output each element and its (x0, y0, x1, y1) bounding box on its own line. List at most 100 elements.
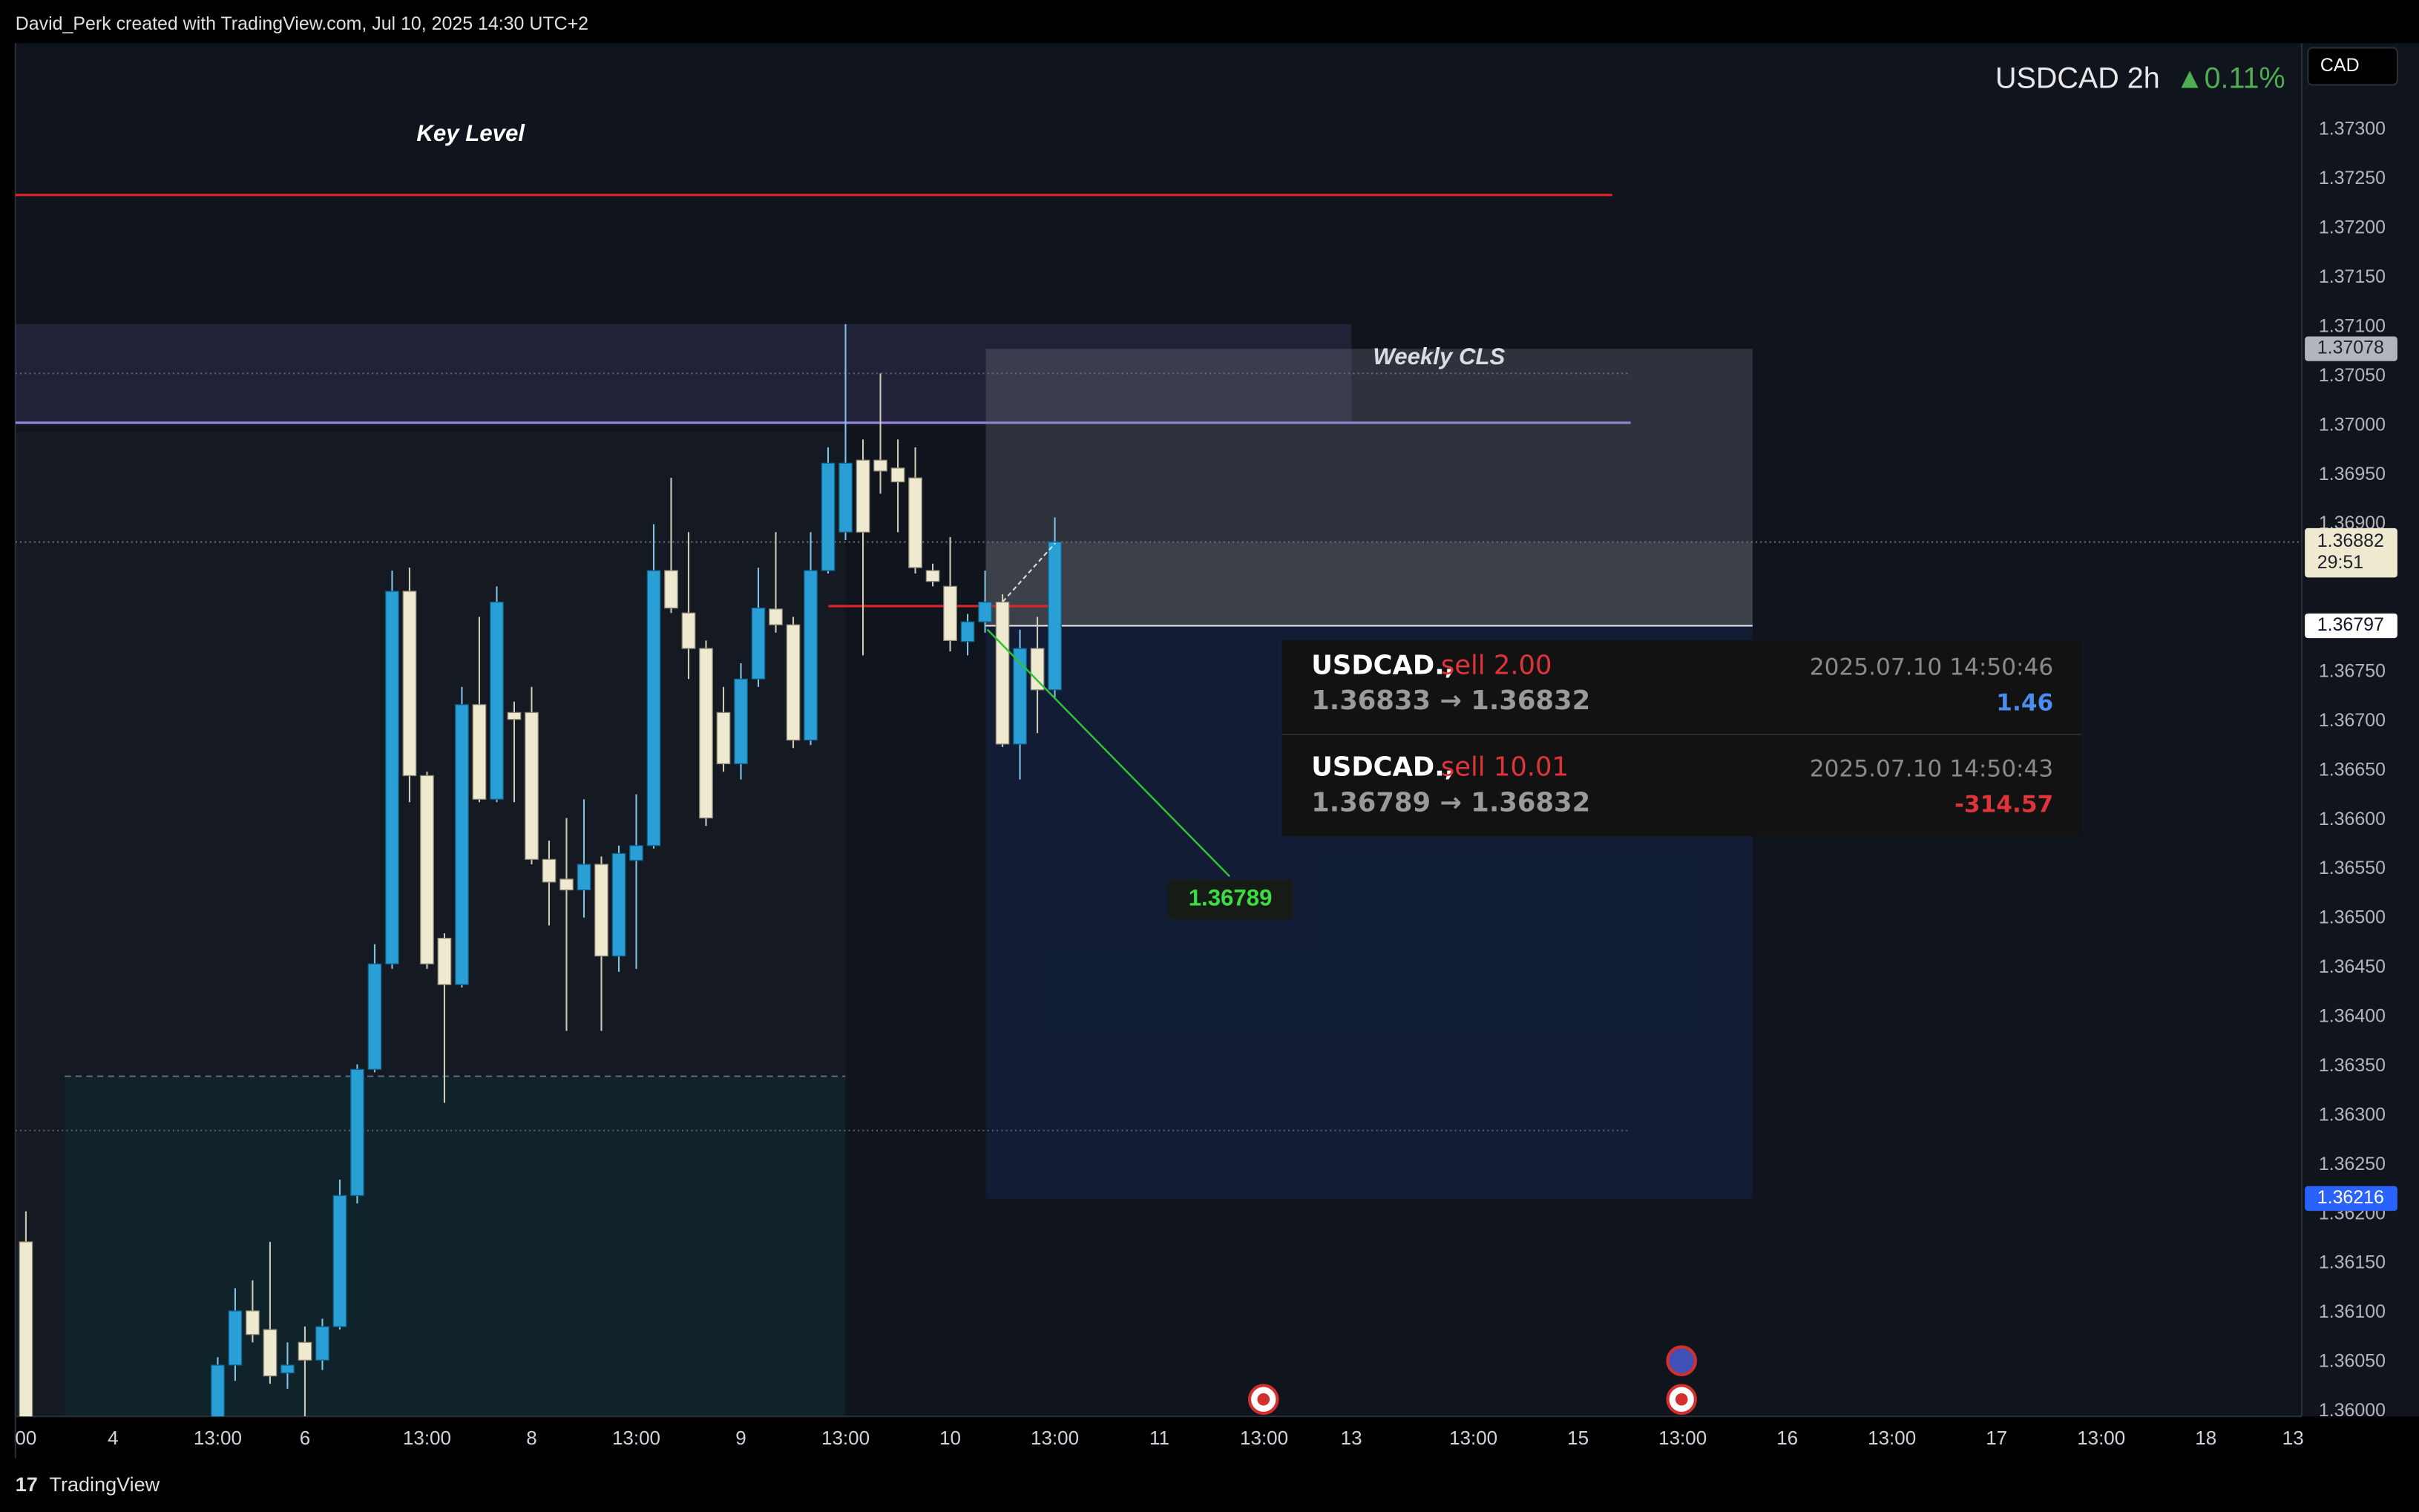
x-tick-label: 18 (2195, 1427, 2216, 1449)
candle-body (298, 1341, 312, 1361)
y-tick-label: 1.37050 (2319, 365, 2386, 386)
candle-body (455, 704, 469, 985)
candle-body (367, 963, 382, 1070)
y-tick-label: 1.36500 (2319, 907, 2386, 928)
trade-symbol: USDCAD., (1311, 752, 1454, 783)
stop-badge-box (2305, 336, 2397, 361)
panel-background (1281, 640, 2081, 837)
position-overlap (985, 542, 1753, 626)
y-tick-label: 1.37100 (2319, 315, 2386, 336)
y-tick-label: 1.37200 (2319, 217, 2386, 238)
y-tick-label: 1.36650 (2319, 759, 2386, 780)
x-tick-label: 13:00 (1658, 1427, 1707, 1449)
weekly-cls-label: Weekly CLS (1373, 344, 1505, 369)
x-tick-label: 15 (1567, 1427, 1589, 1449)
x-tick-label: 16 (1776, 1427, 1798, 1449)
stop-badge: 1.37078 (2317, 338, 2384, 358)
candle-body (315, 1326, 329, 1361)
candle-body (943, 585, 957, 642)
candle-body (246, 1310, 260, 1335)
x-tick-label: 4 (108, 1427, 118, 1449)
x-tick-label: 8 (526, 1427, 536, 1449)
trade-arrow (1002, 542, 1056, 602)
trade-pnl: -314.57 (1954, 792, 2053, 818)
x-tick-label: 6 (300, 1427, 310, 1449)
trade-prices: 1.36789 → 1.36832 (1311, 787, 1590, 818)
event-icon-flag (1257, 1393, 1270, 1406)
trade-time: 2025.07.10 14:50:43 (1810, 756, 2054, 783)
event-icon-flag (1675, 1393, 1688, 1406)
trade-side: sell 10.01 (1441, 752, 1569, 783)
y-tick-label: 1.36050 (2319, 1351, 2386, 1372)
candle-body (211, 1364, 225, 1417)
trade-panel: USDCAD., sell 2.00 2025.07.10 14:50:46 1… (1281, 640, 2081, 837)
trade-prices: 1.36833 → 1.36832 (1311, 686, 1590, 716)
y-tick-label: 1.36350 (2319, 1055, 2386, 1076)
candle-body (263, 1329, 278, 1377)
candle-body (542, 858, 557, 883)
candle-body (385, 591, 399, 964)
last-price-box (2305, 527, 2397, 578)
candle-body (838, 462, 853, 533)
y-tick-label: 1.36450 (2319, 956, 2386, 977)
candle-body (437, 938, 452, 985)
target-label-box (1167, 879, 1293, 920)
zone-shade (65, 1077, 846, 1417)
footer-brand: TradingView (50, 1473, 160, 1496)
y-tick-label: 1.36700 (2319, 710, 2386, 731)
candle-body (507, 711, 522, 720)
candle-body (769, 608, 783, 625)
candle-body (1030, 648, 1045, 691)
symbol: USDCAD 2h (1995, 62, 2160, 95)
candle-body (925, 570, 940, 582)
x-tick-label: 11 (1149, 1427, 1169, 1449)
y-tick-label: 1.36950 (2319, 464, 2386, 484)
y-tick-label: 1.36400 (2319, 1006, 2386, 1027)
target-label: 1.36789 (1189, 885, 1273, 911)
position-stop-zone (985, 349, 1753, 626)
y-tick-label: 1.36300 (2319, 1104, 2386, 1125)
x-tick-label: 10 (939, 1427, 961, 1449)
trade-pnl: 1.46 (1996, 689, 2053, 716)
x-tick-label: 13:00 (1031, 1427, 1079, 1449)
y-tick-label: 1.36600 (2319, 809, 2386, 829)
y-tick-label: 1.36000 (2319, 1400, 2386, 1421)
x-tick-label: 13 (2282, 1427, 2304, 1449)
candle-body (664, 570, 678, 609)
x-tick-label: 13:00 (403, 1427, 451, 1449)
candle-body (594, 864, 608, 957)
candle-body (786, 624, 801, 741)
x-tick-label: 13:00 (1240, 1427, 1288, 1449)
candle-body (490, 601, 504, 800)
trade-side: sell 2.00 (1441, 650, 1552, 680)
entry-badge-box (2305, 613, 2397, 639)
x-tick-label: 13:00 (194, 1427, 242, 1449)
candle-body (804, 570, 818, 741)
trade-time: 2025.07.10 14:50:46 (1810, 654, 2054, 680)
y-tick-label: 1.36250 (2319, 1154, 2386, 1174)
key-level-label: Key Level (416, 120, 525, 146)
currency-box (2307, 47, 2398, 86)
candle-body (472, 704, 487, 800)
candle-body (751, 607, 766, 680)
candle-body (716, 711, 731, 765)
last-price-badge: 1.36882 (2317, 530, 2384, 551)
candle-body (19, 1241, 33, 1417)
candle-body (908, 477, 922, 568)
countdown: 29:51 (2317, 552, 2363, 573)
candle-body (681, 612, 696, 649)
candle-body (734, 678, 748, 765)
candle-body (873, 459, 887, 472)
candle-body (699, 648, 713, 819)
candle-body (577, 864, 591, 891)
event-icons (1247, 1345, 1697, 1415)
y-tick-label: 1.36750 (2319, 661, 2386, 682)
candle-body (228, 1310, 243, 1366)
candle-body (332, 1194, 347, 1327)
x-tick-label: 17 (1986, 1427, 2007, 1449)
candle-body (280, 1364, 295, 1374)
candle-body (978, 601, 992, 622)
candle-body (559, 878, 574, 891)
candle-body (856, 459, 870, 533)
